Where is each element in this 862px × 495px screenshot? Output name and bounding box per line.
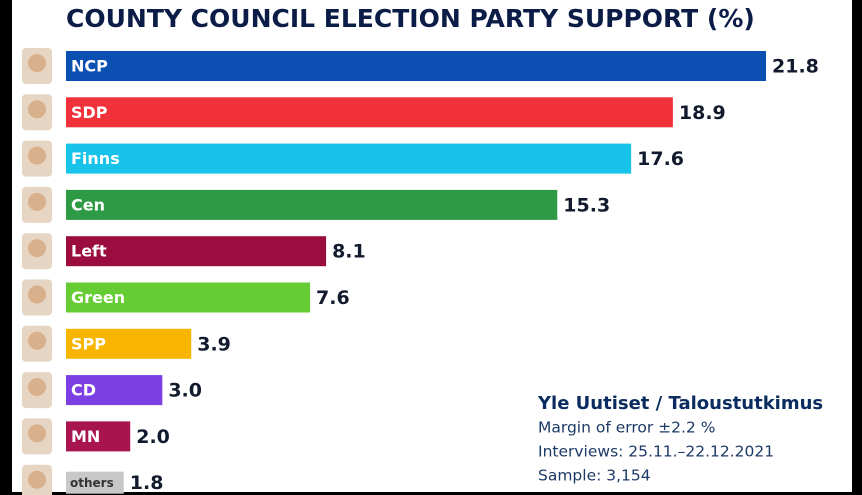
category-label: CD xyxy=(71,381,96,400)
value-label: 8.1 xyxy=(332,241,366,263)
value-label: 3.0 xyxy=(168,380,202,402)
portrait-face xyxy=(28,470,46,489)
value-label: 17.6 xyxy=(637,148,684,170)
value-label: 2.0 xyxy=(136,426,170,448)
category-label: SDP xyxy=(71,103,108,122)
bar xyxy=(66,421,131,452)
note: Interviews: 25.11.–22.12.2021 xyxy=(538,443,774,461)
portrait-face xyxy=(28,192,46,211)
category-label: SPP xyxy=(71,334,106,353)
value-label: 1.8 xyxy=(130,472,164,494)
bar xyxy=(66,189,558,220)
category-label: others xyxy=(70,476,114,490)
bar xyxy=(66,143,632,174)
category-label: Cen xyxy=(71,195,105,214)
bars: NCP 21.8 SDP 18.9 Finns 17.6 Cen 15.3 Left 8.1 Gre… xyxy=(22,48,819,495)
portrait-face xyxy=(28,54,46,72)
portrait-face xyxy=(28,424,46,443)
bar xyxy=(66,282,311,313)
value-label: 21.8 xyxy=(772,56,819,78)
portrait-face xyxy=(28,100,46,119)
source: Yle Uutiset / Taloustutkimus xyxy=(537,393,823,414)
portrait-face xyxy=(28,378,46,397)
category-label: NCP xyxy=(71,57,108,76)
portrait-face xyxy=(28,285,46,304)
value-label: 3.9 xyxy=(197,333,231,355)
value-label: 18.9 xyxy=(679,102,726,124)
bar xyxy=(66,328,192,359)
bar xyxy=(66,236,327,267)
category-label: Green xyxy=(71,288,125,307)
bar xyxy=(66,51,766,81)
bar xyxy=(66,97,673,128)
bar xyxy=(66,471,124,494)
value-label: 7.6 xyxy=(316,287,350,309)
chart-title: COUNTY COUNCIL ELECTION PARTY SUPPORT (%… xyxy=(66,4,755,33)
portrait-face xyxy=(28,146,46,165)
category-label: Left xyxy=(71,242,107,261)
portrait-face xyxy=(28,331,46,350)
category-label: MN xyxy=(71,427,100,446)
bar xyxy=(66,375,163,406)
category-label: Finns xyxy=(71,149,120,168)
note: Sample: 3,154 xyxy=(538,467,651,485)
note: Margin of error ±2.2 % xyxy=(538,419,715,437)
value-label: 15.3 xyxy=(563,194,610,216)
portrait-face xyxy=(28,239,46,258)
